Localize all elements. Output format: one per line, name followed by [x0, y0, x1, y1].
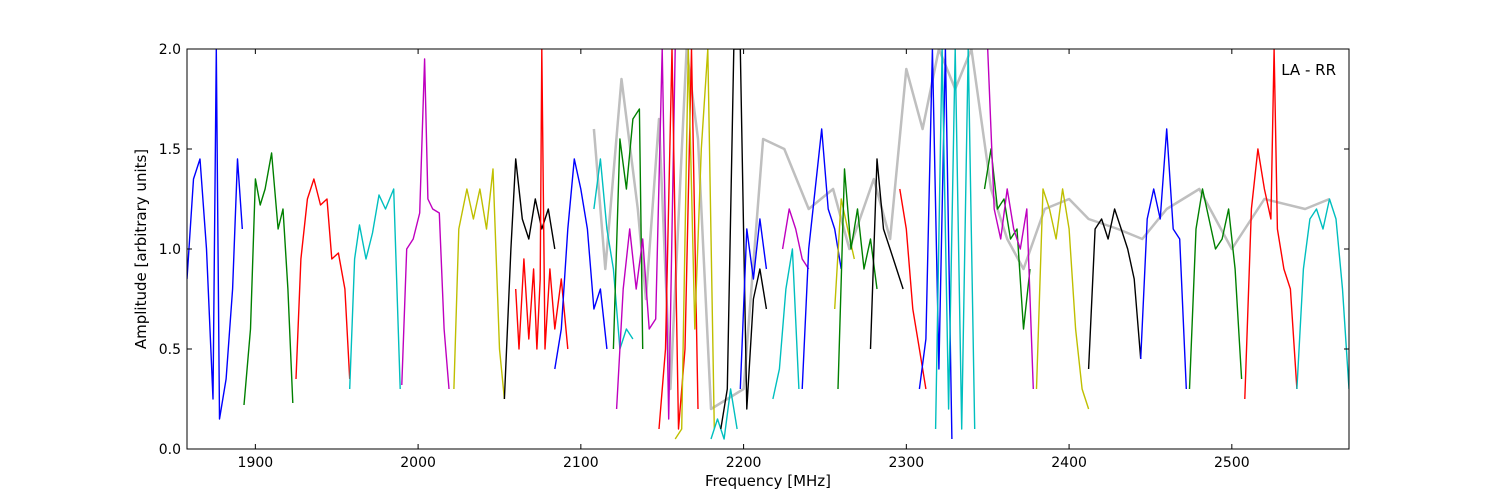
- series-line-10: [612, 108, 644, 350]
- x-tick-label: 2100: [563, 455, 599, 471]
- series-line-16: [739, 218, 768, 390]
- x-tick-label: 2000: [400, 455, 436, 471]
- series-line-21: [837, 168, 878, 390]
- series-line-1: [243, 152, 294, 406]
- plot-frame: [186, 48, 1350, 450]
- series-line-3: [349, 188, 401, 390]
- series-line-13: [674, 49, 715, 440]
- series-line-19: [801, 128, 842, 390]
- series-line-32: [1244, 49, 1298, 400]
- x-tick-label: 2400: [1051, 455, 1087, 471]
- y-tick-label: 1.5: [159, 142, 181, 158]
- series-line-31: [1188, 188, 1243, 390]
- series-line-12: [658, 49, 699, 430]
- series-line-9: [593, 158, 634, 350]
- plot-area: [187, 49, 1349, 440]
- background-series-line: [592, 49, 1330, 411]
- series-line-30: [1140, 128, 1187, 390]
- y-axis-label: Amplitude [arbitrary units]: [132, 149, 150, 349]
- y-tick-label: 0.5: [159, 342, 181, 358]
- x-tick-label: 1900: [238, 455, 274, 471]
- x-tick-label: 2500: [1214, 455, 1250, 471]
- series-line-11: [615, 49, 676, 420]
- series-line-2: [295, 178, 351, 380]
- y-tick-label: 1.0: [159, 242, 181, 258]
- series-line-28: [1035, 188, 1090, 410]
- y-tick-label: 0.0: [159, 442, 181, 458]
- x-axis-label: Frequency [MHz]: [705, 472, 831, 490]
- series-line-22: [869, 158, 904, 350]
- series-line-23: [899, 188, 927, 390]
- series-line-33: [1296, 198, 1349, 390]
- x-tick-label: 2200: [726, 455, 762, 471]
- y-axis: 0.0 0.5 1.0 1.5 2.0: [159, 42, 1349, 458]
- series-line-18: [781, 208, 810, 270]
- series-line-8: [554, 158, 608, 370]
- series-line-7: [515, 49, 569, 350]
- series-line-24: [918, 49, 953, 440]
- x-axis: 1900 2000 2100 2200 2300 2400 2500: [238, 49, 1250, 471]
- series-line-14: [710, 388, 738, 440]
- series-line-4: [401, 58, 450, 390]
- x-tick-label: 2300: [889, 455, 925, 471]
- y-tick-label: 2.0: [159, 42, 181, 58]
- series-line-5: [453, 168, 506, 400]
- series-line-6: [503, 158, 556, 400]
- series-line-27: [987, 49, 1034, 390]
- series-line-0: [187, 49, 243, 420]
- chart-annotation: LA - RR: [1281, 61, 1336, 79]
- series-line-15: [720, 49, 768, 430]
- series-line-20: [834, 198, 855, 310]
- series-line-17: [772, 248, 800, 400]
- series-line-29: [1087, 208, 1142, 370]
